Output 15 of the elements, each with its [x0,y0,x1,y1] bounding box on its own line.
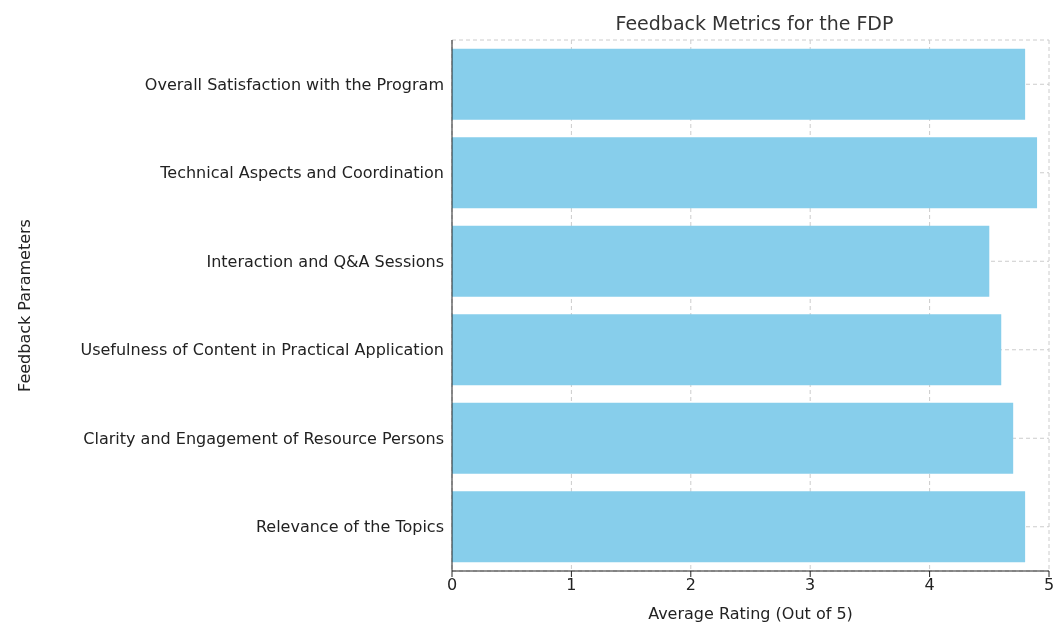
x-tick-label: 1 [566,575,577,595]
chart-title: Feedback Metrics for the FDP [614,12,895,34]
x-tick-label: 4 [924,575,935,595]
x-axis-title: Average Rating (Out of 5) [648,604,853,623]
x-tick-label: 5 [1043,575,1055,595]
y-tick-label: Clarity and Engagement of Resource Persons [83,428,444,448]
y-tick-label: Usefulness of Content in Practical Application [80,340,444,360]
x-tick-label: 3 [805,575,816,595]
y-tick-label: Technical Aspects and Coordination [159,163,444,183]
y-axis-title: Feedback Parameters [14,219,34,392]
x-tick-label: 2 [685,575,696,595]
x-tick-label: 0 [446,575,458,595]
y-tick-label: Overall Satisfaction with the Program [144,74,444,94]
y-tick-label: Interaction and Q&A Sessions [206,251,444,271]
y-tick-label: Relevance of the Topics [255,517,444,537]
